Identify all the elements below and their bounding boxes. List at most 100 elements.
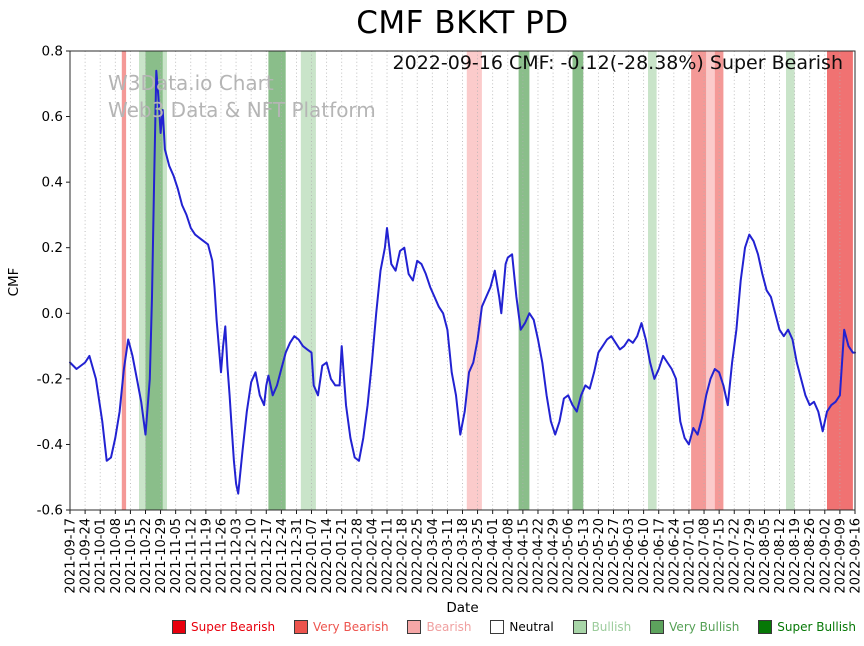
x-tick-label: 2022-09-02 <box>818 518 833 594</box>
y-tick-label: -0.4 <box>37 437 63 453</box>
x-tick-label: 2022-04-29 <box>547 518 562 594</box>
x-tick-label: 2021-10-22 <box>139 518 154 594</box>
x-tick-label: 2022-01-28 <box>350 518 365 594</box>
x-tick-label: 2022-08-19 <box>788 518 803 594</box>
y-tick-label: -0.2 <box>37 371 63 387</box>
x-axis-label: Date <box>446 600 479 616</box>
x-tick-label: 2022-07-01 <box>682 518 697 594</box>
x-tick-label: 2021-10-08 <box>109 518 124 594</box>
x-tick-label: 2022-01-14 <box>320 518 335 594</box>
x-tick-label: 2022-05-06 <box>562 518 577 594</box>
signal-band-bearish <box>706 51 715 510</box>
x-tick-label: 2022-03-04 <box>426 518 441 594</box>
legend-label-neutral: Neutral <box>509 620 554 634</box>
y-tick-label: -0.6 <box>37 503 63 519</box>
x-tick-label: 2022-02-04 <box>365 518 380 594</box>
signal-band-very_bearish <box>121 51 127 510</box>
x-tick-label: 2022-08-12 <box>773 518 788 594</box>
x-tick-label: 2021-11-26 <box>214 518 229 594</box>
x-tick-label: 2021-09-24 <box>79 518 94 594</box>
signal-band-very_bullish <box>145 51 163 510</box>
x-tick-label: 2022-08-05 <box>758 518 773 594</box>
y-tick-label: 0.6 <box>42 109 63 125</box>
x-tick-label: 2021-10-29 <box>154 518 169 594</box>
x-tick-label: 2022-04-01 <box>486 518 501 594</box>
x-tick-label: 2022-04-15 <box>516 518 531 594</box>
x-tick-label: 2021-09-17 <box>64 518 79 594</box>
x-tick-label: 2022-05-13 <box>577 518 592 594</box>
current-value-annotation: 2022-09-16 CMF: -0.12(-28.38%) Super Bea… <box>392 52 843 74</box>
legend-item-bullish: Bullish <box>572 620 632 634</box>
legend-item-very-bearish: Very Bearish <box>293 620 389 634</box>
x-tick-label: 2022-06-10 <box>637 518 652 594</box>
x-tick-label: 2022-07-29 <box>743 518 758 594</box>
y-tick-label: 0.8 <box>42 44 63 60</box>
x-tick-label: 2022-09-09 <box>833 518 848 594</box>
x-tick-label: 2022-09-16 <box>849 518 864 594</box>
x-tick-label: 2022-02-18 <box>396 518 411 594</box>
x-tick-label: 2022-03-25 <box>471 518 486 594</box>
x-tick-label: 2021-12-17 <box>260 518 275 594</box>
legend-label-bearish: Bearish <box>426 620 472 634</box>
x-tick-label: 2022-07-22 <box>728 518 743 594</box>
x-tick-label: 2021-10-15 <box>124 518 139 594</box>
cmf-line-chart: 2021-09-17 2021-09-24 2021-10-01 2021-10-08… <box>37 44 864 594</box>
x-tick-label: 2022-04-22 <box>531 518 546 594</box>
signal-band-bullish <box>139 51 146 510</box>
legend-label-very-bullish: Very Bullish <box>669 620 740 634</box>
x-tick-label: 2021-10-01 <box>94 518 109 594</box>
signal-band-bullish <box>648 51 657 510</box>
x-tick-label: 2022-08-26 <box>803 518 818 594</box>
chart-title: CMF BKKT PD <box>356 5 569 41</box>
cmf-line <box>69 69 856 495</box>
legend-swatch-bullish <box>572 620 587 634</box>
signal-band-very_bullish <box>572 51 584 510</box>
legend-swatch-bearish <box>407 620 422 634</box>
plot-border <box>69 50 856 511</box>
legend-swatch-very-bullish <box>650 620 665 634</box>
y-axis-label: CMF <box>6 267 22 297</box>
signal-band-bullish <box>786 51 795 510</box>
y-tick-label: 0.4 <box>42 175 63 191</box>
x-tick-label: 2021-12-03 <box>230 518 245 594</box>
legend-label-super-bearish: Super Bearish <box>191 620 276 634</box>
x-tick-label: 2022-05-20 <box>592 518 607 594</box>
x-tick-label: 2022-05-27 <box>607 518 622 594</box>
legend-swatch-super-bullish <box>758 620 773 634</box>
x-tick-label: 2022-06-17 <box>652 518 667 594</box>
legend-item-bearish: Bearish <box>407 620 472 634</box>
signal-band-very_bullish <box>518 51 530 510</box>
x-tick-label: 2021-12-24 <box>275 518 290 594</box>
x-tick-label: 2022-07-08 <box>698 518 713 594</box>
legend-label-very-bearish: Very Bearish <box>312 620 389 634</box>
x-tick-label: 2022-03-18 <box>456 518 471 594</box>
legend-item-very-bullish: Very Bullish <box>650 620 739 634</box>
watermark-line2: Web3 Data & NFT Platform <box>108 98 376 122</box>
x-tick-label: 2022-01-21 <box>335 518 350 594</box>
legend-label-super-bullish: Super Bullish <box>777 620 856 634</box>
x-tick-label: 2022-04-08 <box>501 518 516 594</box>
x-tick-label: 2022-06-24 <box>667 518 682 594</box>
y-tick-label: 0.0 <box>42 306 63 322</box>
signal-band-bearish <box>466 51 482 510</box>
legend-swatch-super-bearish <box>172 620 186 634</box>
x-tick-label: 2022-06-03 <box>622 518 637 594</box>
x-tick-label: 2021-11-12 <box>184 518 199 594</box>
x-tick-label: 2021-12-10 <box>245 518 260 594</box>
x-tick-label: 2022-01-07 <box>305 518 320 594</box>
x-tick-label: 2022-03-11 <box>441 518 456 594</box>
y-tick-label: 0.2 <box>42 240 63 256</box>
legend-swatch-very-bearish <box>293 620 308 634</box>
legend-item-neutral: Neutral <box>490 620 554 634</box>
signal-band-bullish <box>300 51 316 510</box>
x-tick-label: 2021-11-19 <box>199 518 214 594</box>
x-tick-label: 2022-07-15 <box>713 518 728 594</box>
legend-item-super-bullish: Super Bullish <box>758 620 856 634</box>
watermark: W3Data.io Chart Web3 Data & NFT Platform <box>108 70 376 124</box>
signal-band-very_bearish <box>691 51 707 510</box>
legend-item-super-bearish: Super Bearish <box>172 620 275 634</box>
x-tick-label: 2021-11-05 <box>169 518 184 594</box>
legend-label-bullish: Bullish <box>591 620 632 634</box>
chart-legend: Super Bearish Very Bearish Bearish Neutr… <box>172 620 856 634</box>
